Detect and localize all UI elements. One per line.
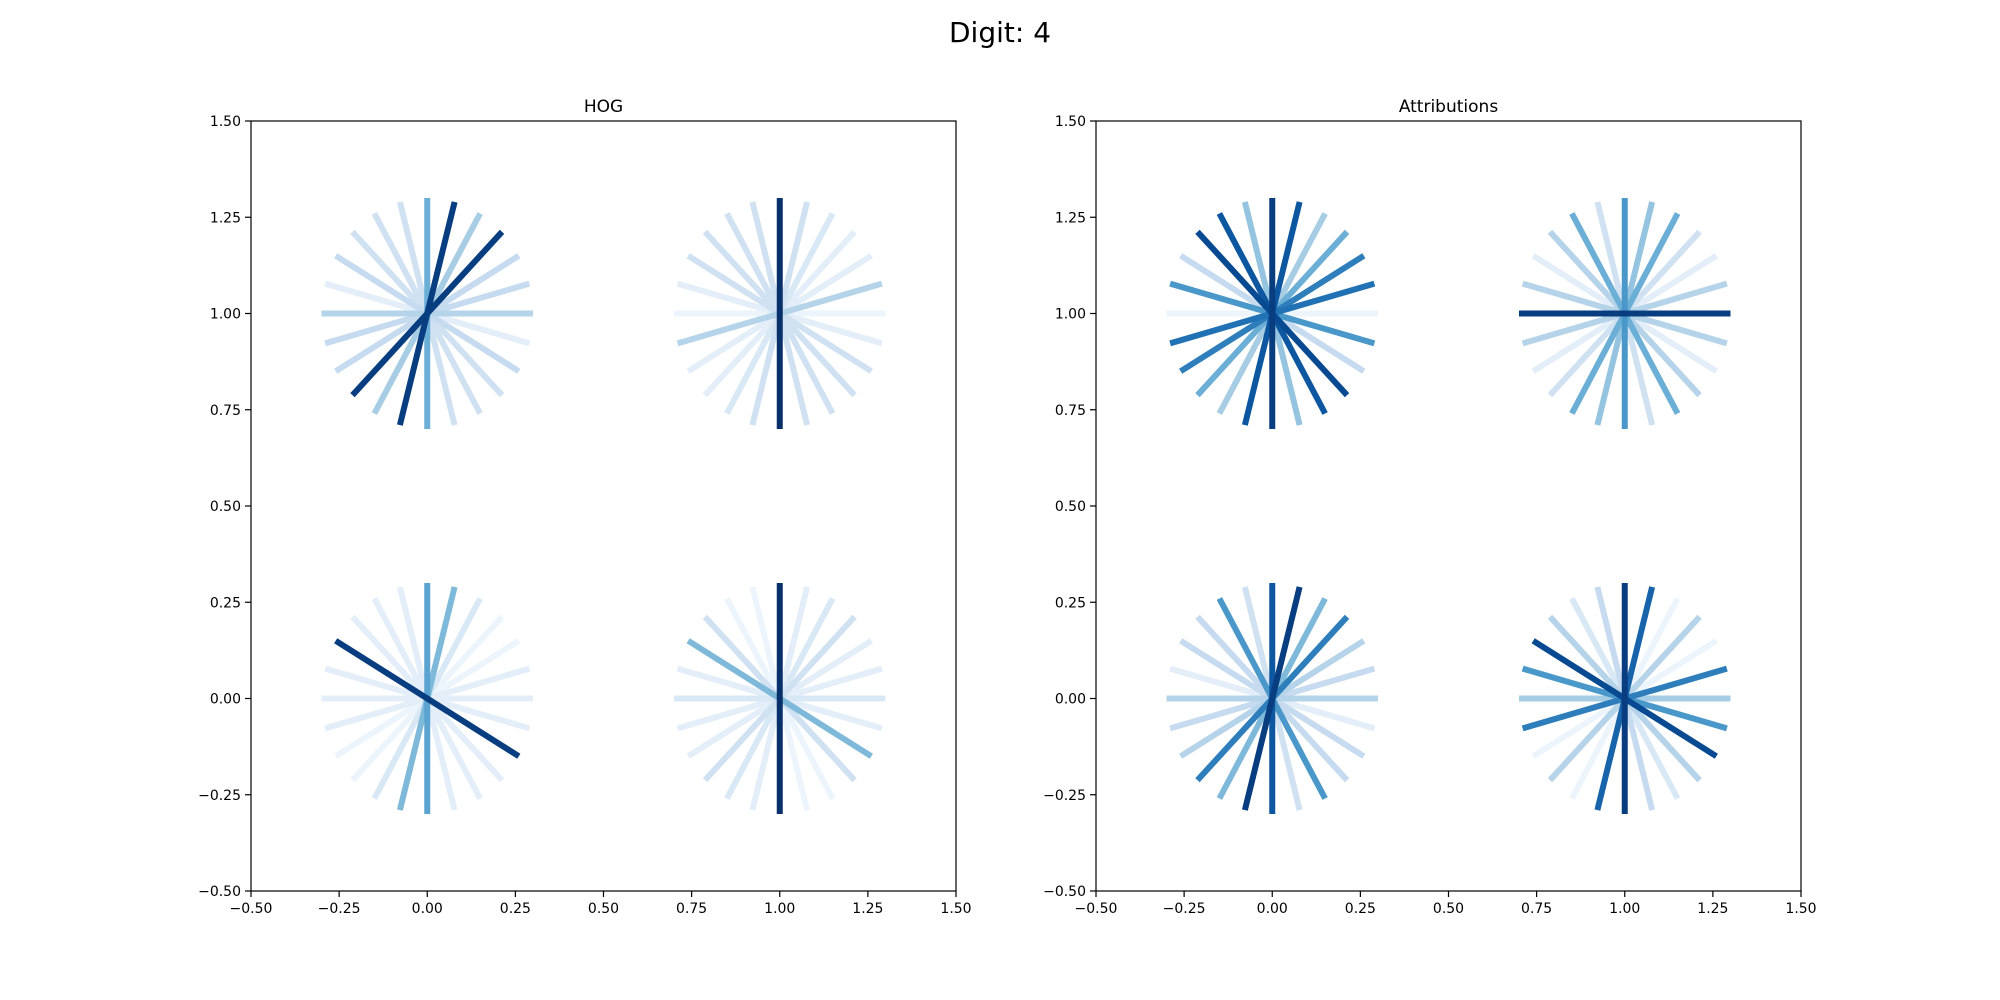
y-tick-label: 1.50 xyxy=(1055,114,1086,130)
x-tick-label: 1.00 xyxy=(764,901,795,917)
x-tick-label: −0.50 xyxy=(230,901,273,917)
x-tick-label: −0.25 xyxy=(1163,901,1206,917)
spokes xyxy=(1166,198,1731,814)
axes-title: HOG xyxy=(584,97,623,117)
spoke-cell-0-3 xyxy=(350,229,505,398)
x-tick-label: 1.25 xyxy=(852,901,883,917)
spoke-cell-2-1 xyxy=(1241,586,1303,811)
x-tick-label: 0.25 xyxy=(1345,901,1376,917)
axes-title: Attributions xyxy=(1399,97,1499,117)
x-tick-label: 1.25 xyxy=(1697,901,1728,917)
y-tick-label: −0.25 xyxy=(198,788,241,804)
x-tick-label: 0.00 xyxy=(1257,901,1288,917)
y-tick-label: 0.00 xyxy=(1055,692,1086,708)
x-tick-label: 0.50 xyxy=(1433,901,1464,917)
y-tick-label: 1.50 xyxy=(210,114,241,130)
x-tick-label: 0.00 xyxy=(412,901,443,917)
x-tick-label: 1.00 xyxy=(1609,901,1640,917)
y-tick-label: −0.50 xyxy=(1043,884,1086,900)
y-tick-label: 1.00 xyxy=(1055,307,1086,323)
y-tick-label: 1.25 xyxy=(210,210,241,226)
y-tick-label: 0.25 xyxy=(210,595,241,611)
y-tick-label: 0.00 xyxy=(210,692,241,708)
x-tick-label: 0.75 xyxy=(676,901,707,917)
x-tick-label: −0.25 xyxy=(318,901,361,917)
x-tick-label: −0.50 xyxy=(1075,901,1118,917)
x-tick-label: 0.75 xyxy=(1521,901,1552,917)
x-tick-label: 0.50 xyxy=(588,901,619,917)
spoke-cell-2-8 xyxy=(334,638,521,759)
y-tick-label: −0.50 xyxy=(198,884,241,900)
x-tick-label: 1.50 xyxy=(1785,901,1816,917)
y-tick-label: 0.50 xyxy=(1055,499,1086,515)
y-tick-label: 0.50 xyxy=(210,499,241,515)
y-tick-label: 0.75 xyxy=(1055,403,1086,419)
spokes xyxy=(321,198,886,814)
y-tick-label: 1.00 xyxy=(210,307,241,323)
x-tick-label: 1.50 xyxy=(940,901,971,917)
figure-suptitle: Digit: 4 xyxy=(949,16,1051,49)
y-tick-label: 1.25 xyxy=(1055,210,1086,226)
y-tick-label: 0.25 xyxy=(1055,595,1086,611)
axes-1: Attributions −0.50 −0.25 0.00 0.25 0.50 0.75 1.… xyxy=(1043,97,1816,917)
y-tick-label: −0.25 xyxy=(1043,788,1086,804)
x-tick-label: 0.25 xyxy=(500,901,531,917)
y-tick-label: 0.75 xyxy=(210,403,241,419)
axes-0: HOG −0.50 −0.25 0.00 0.25 0.50 0.75 1.00 1.25 1.5… xyxy=(198,97,971,917)
